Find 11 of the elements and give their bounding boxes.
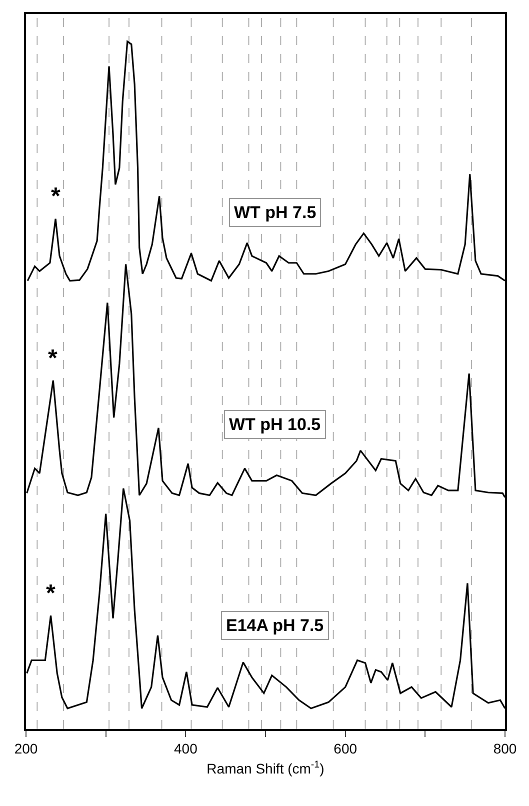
series-label: E14A pH 7.5 (226, 616, 324, 635)
text: WT pH 10.5 (229, 415, 321, 434)
x-tick-label: 200 (14, 740, 38, 757)
annotation: * (48, 345, 58, 372)
x-tick-label: 800 (493, 740, 517, 757)
x-tick-label: 600 (334, 740, 358, 757)
annotation: * (51, 183, 61, 210)
x-axis-title: Raman Shift (cm$^{-1}$) (206, 759, 324, 776)
series-label: WT pH 7.5 (234, 203, 316, 222)
x-tick-label: 400 (174, 740, 198, 757)
annotation: * (46, 580, 56, 607)
